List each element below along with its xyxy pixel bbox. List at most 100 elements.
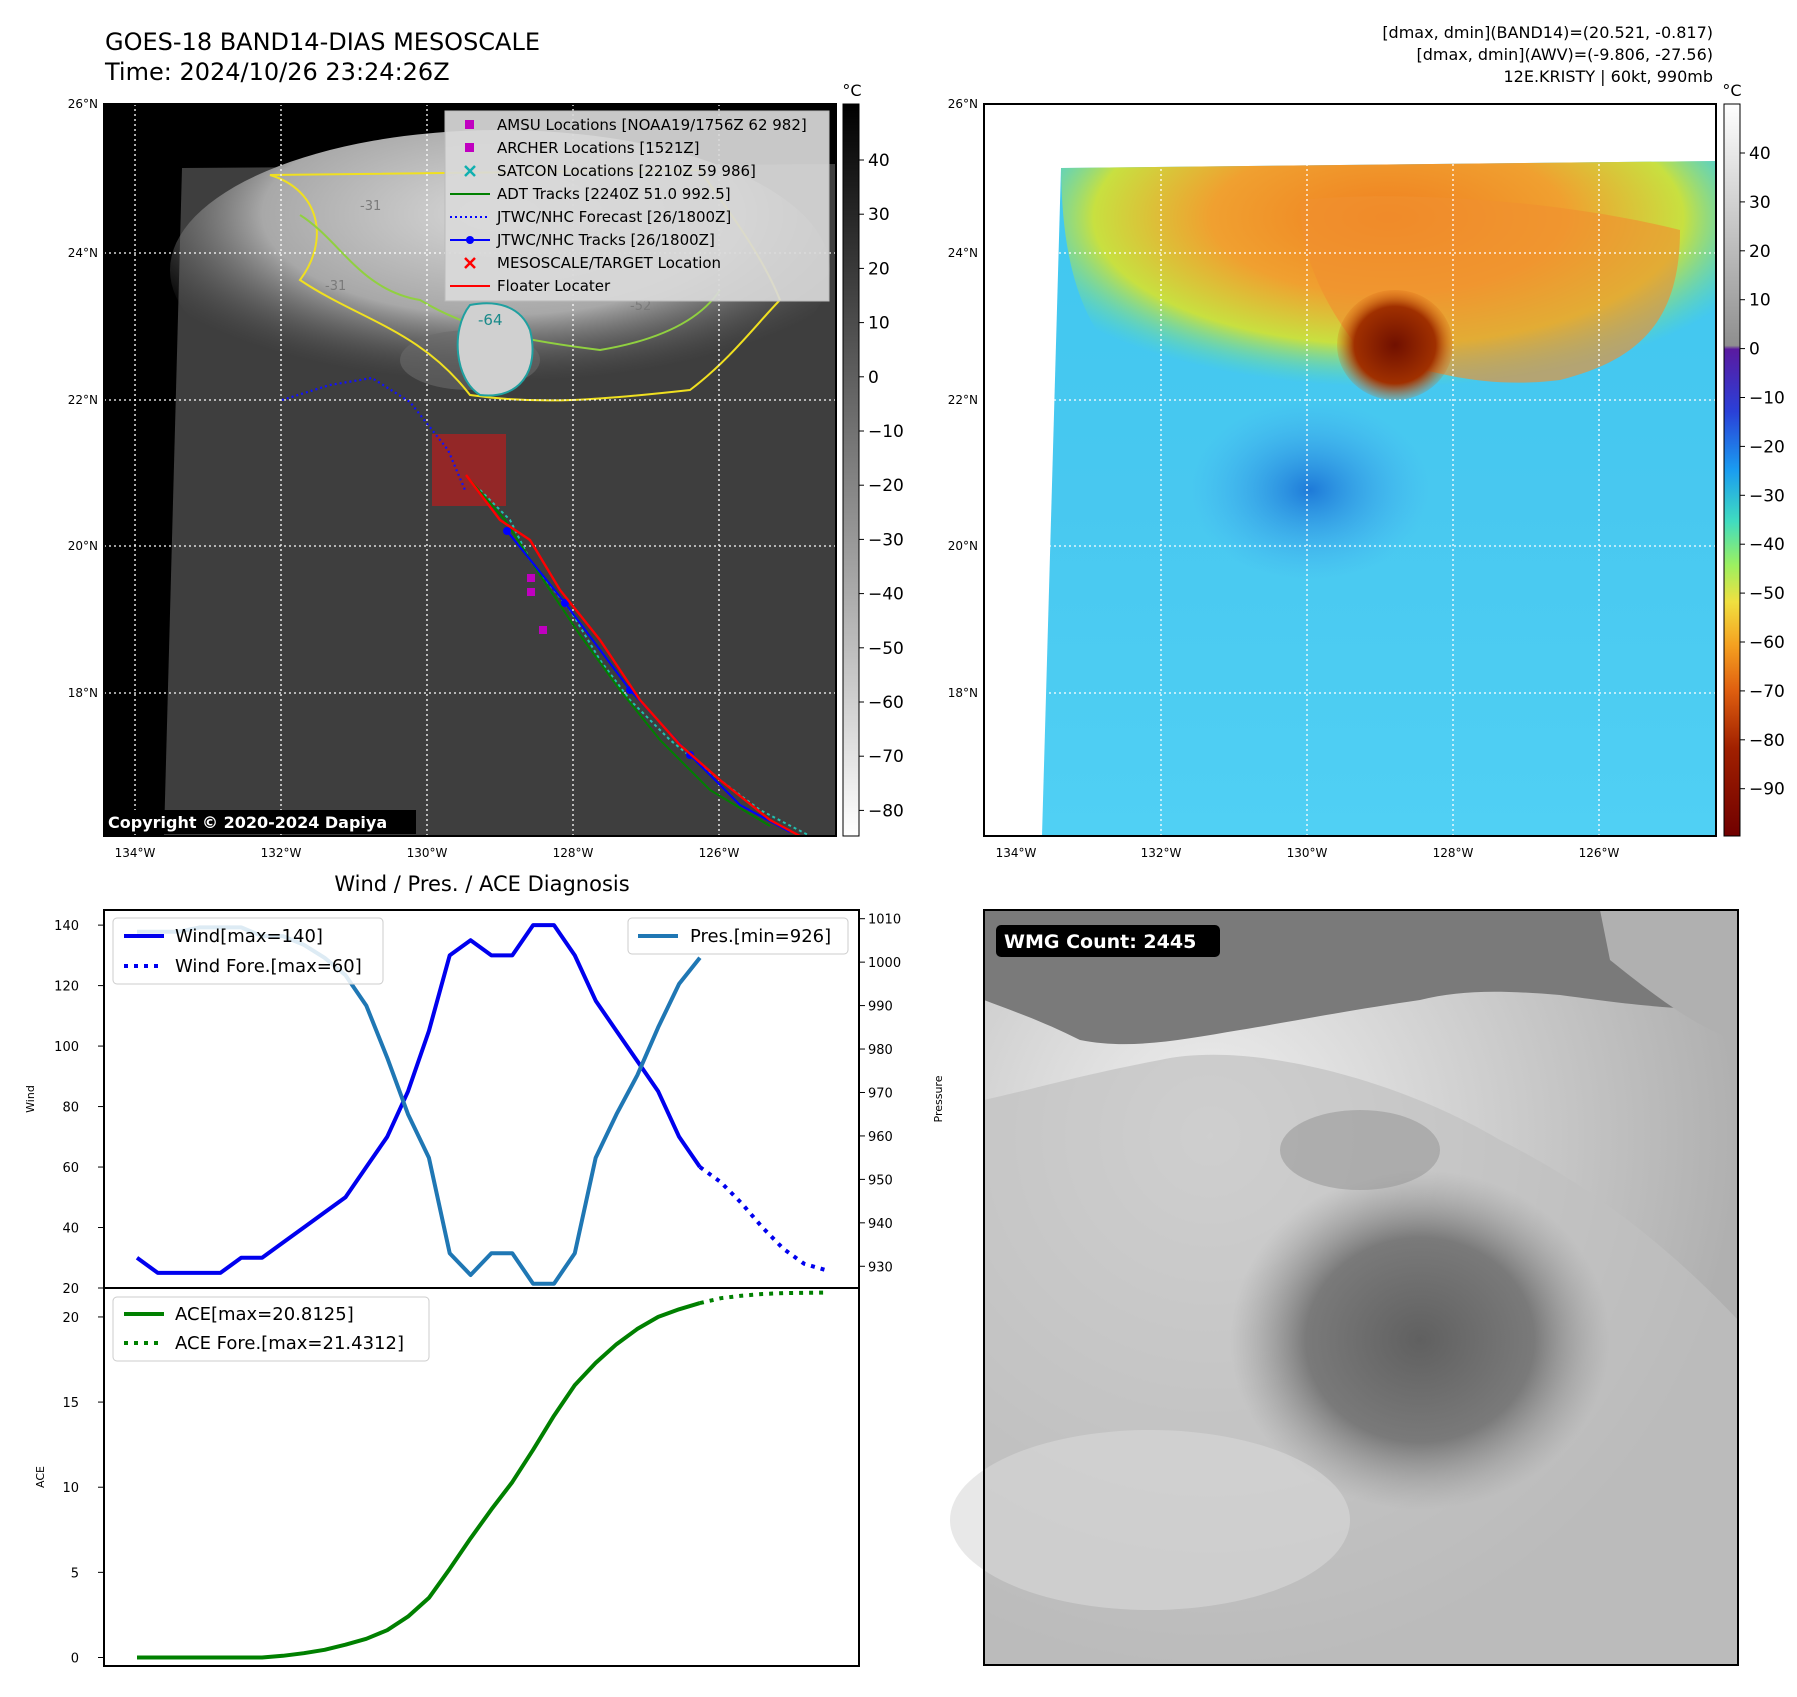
- latitude-tick-label: 26°N: [68, 97, 98, 111]
- legend-box: [444, 110, 830, 302]
- colorbar-tick-label: 40: [868, 151, 890, 171]
- archer-marker: [539, 626, 547, 634]
- latitude-tick-label: 24°N: [948, 246, 978, 260]
- longitude-tick-label: 130°W: [407, 846, 448, 860]
- wv-dry-slot: [1190, 400, 1430, 580]
- longitude-tick-label: 126°W: [699, 846, 740, 860]
- wmg-bright-band: [950, 1430, 1350, 1610]
- archer-marker: [527, 588, 535, 596]
- colorbar-tick-label: −50: [1749, 584, 1785, 604]
- wind-y-tick-label: 60: [62, 1161, 79, 1176]
- colorbar-tick-label: −10: [1749, 389, 1785, 409]
- legend-label: Floater Locater: [497, 277, 611, 295]
- ir-legend: AMSU Locations [NOAA19/1756Z 62 982] ARCH…: [444, 110, 830, 302]
- latitude-tick-label: 26°N: [948, 97, 978, 111]
- awv-range: [dmax, dmin](AWV)=(-9.806, -27.56): [1416, 45, 1713, 64]
- longitude-tick-label: 134°W: [996, 846, 1037, 860]
- wmg-panel: WMG Count: 2445: [950, 909, 1739, 1666]
- legend-label: MESOSCALE/TARGET Location: [497, 254, 721, 272]
- wv-gridlines: [984, 104, 1716, 836]
- jtwc-track-point: [561, 599, 569, 607]
- legend-label: AMSU Locations [NOAA19/1756Z 62 982]: [497, 116, 807, 134]
- colorbar-tick-label: −60: [1749, 633, 1785, 653]
- wind-axis-label: Wind: [24, 1085, 37, 1113]
- latitude-tick-label: 18°N: [68, 686, 98, 700]
- wind-legend-label: Wind[max=140]: [175, 926, 323, 947]
- diagnosis-chart-panel: Wind / Pres. / ACE Diagnosis 20406080100…: [24, 872, 945, 1667]
- wmg-count-label: WMG Count: 2445: [1004, 931, 1196, 953]
- wv-map-frame: [983, 103, 1717, 837]
- band14-range: [dmax, dmin](BAND14)=(20.521, -0.817): [1382, 23, 1713, 42]
- colorbar-tick-label: 30: [868, 205, 890, 225]
- longitude-tick-label: 132°W: [1141, 846, 1182, 860]
- contour-label: -31: [360, 199, 381, 214]
- wmg-upper-right: [1600, 910, 1738, 1040]
- wind-y-tick-label: 140: [54, 919, 79, 934]
- ace-fore-legend-label: ACE Fore.[max=21.4312]: [175, 1333, 404, 1354]
- colorbar-tick-label: 20: [1749, 242, 1771, 262]
- colorbar-tick-label: −30: [868, 530, 904, 550]
- ace-y-tick-label: 10: [62, 1481, 79, 1496]
- pressure-y-tick-label: 930: [868, 1260, 893, 1275]
- pressure-y-tick-label: 950: [868, 1173, 893, 1188]
- legend-marker: [465, 120, 474, 129]
- wmg-ring: [1280, 1110, 1440, 1190]
- pressure-y-tick-label: 990: [868, 1000, 893, 1015]
- jtwc-track-point: [503, 527, 511, 535]
- jtwc-forecast-track: [281, 376, 467, 491]
- pressure-y-tick-label: 960: [868, 1130, 893, 1145]
- pressure-legend-label: Pres.[min=926]: [690, 926, 831, 947]
- colorbar-tick-label: 10: [1749, 291, 1771, 311]
- mesoscale-target-box: [432, 434, 506, 506]
- latitude-tick-label: 20°N: [68, 539, 98, 553]
- copyright-box: [104, 810, 416, 834]
- ir-colorbar: [842, 103, 860, 837]
- wv-map-panel: °C 403020100−10−20−30−40−50−60−70−80−90 …: [948, 81, 1785, 860]
- figure-time: Time: 2024/10/26 23:24:26Z: [104, 58, 450, 86]
- latitude-tick-label: 20°N: [948, 539, 978, 553]
- colorbar-tick-label: −10: [868, 422, 904, 442]
- chart-title: Wind / Pres. / ACE Diagnosis: [334, 872, 629, 896]
- legend-label: ADT Tracks [2240Z 51.0 992.5]: [497, 185, 731, 203]
- pressure-y-tick-label: 940: [868, 1217, 893, 1232]
- ace-axis-label: ACE: [34, 1466, 47, 1488]
- longitude-tick-label: 128°W: [1433, 846, 1474, 860]
- ace-forecast-series-line: [699, 1290, 826, 1306]
- latitude-tick-label: 22°N: [68, 393, 98, 407]
- ir-contour-cyan: [456, 302, 534, 397]
- legend-label: JTWC/NHC Forecast [26/1800Z]: [496, 208, 731, 226]
- legend-marker: [464, 257, 476, 269]
- longitude-tick-label: 132°W: [261, 846, 302, 860]
- colorbar-tick-label: −90: [1749, 780, 1785, 800]
- wv-convective-core: [1337, 290, 1453, 400]
- colorbar-tick-label: −50: [868, 639, 904, 659]
- wmg-count-badge: [996, 925, 1220, 957]
- longitude-tick-label: 134°W: [115, 846, 156, 860]
- colorbar-tick-label: 10: [868, 314, 890, 334]
- contour-label: -31: [325, 279, 346, 294]
- ir-map-frame: [103, 103, 837, 837]
- ir-map-panel: -31 -31 -64 -52: [68, 81, 904, 860]
- colorbar-tick-label: −40: [1749, 535, 1785, 555]
- wind-y-tick-label: 80: [62, 1101, 79, 1116]
- wind-fore-legend-label: Wind Fore.[max=60]: [175, 956, 362, 977]
- latitude-tick-label: 22°N: [948, 393, 978, 407]
- satcon-locations: [479, 489, 811, 837]
- pressure-y-tick-label: 1000: [868, 956, 901, 971]
- colorbar-tick-label: 0: [868, 368, 879, 388]
- pressure-legend-box: [627, 917, 849, 955]
- pressure-y-tick-label: 980: [868, 1043, 893, 1058]
- colorbar-tick-label: 20: [868, 259, 890, 279]
- wind-forecast-series-line: [698, 1165, 826, 1272]
- ir-colorbar-unit: °C: [842, 81, 861, 100]
- wmg-eye-region: [1230, 1170, 1610, 1510]
- longitude-tick-label: 130°W: [1287, 846, 1328, 860]
- colorbar-tick-label: −80: [868, 801, 904, 821]
- colorbar-tick-label: −20: [1749, 437, 1785, 457]
- longitude-tick-label: 126°W: [1579, 846, 1620, 860]
- pressure-y-tick-label: 1010: [868, 913, 901, 928]
- colorbar-tick-label: −20: [868, 476, 904, 496]
- wind-legend: Wind[max=140] Wind Fore.[max=60]: [112, 917, 384, 985]
- legend-marker: [466, 236, 474, 244]
